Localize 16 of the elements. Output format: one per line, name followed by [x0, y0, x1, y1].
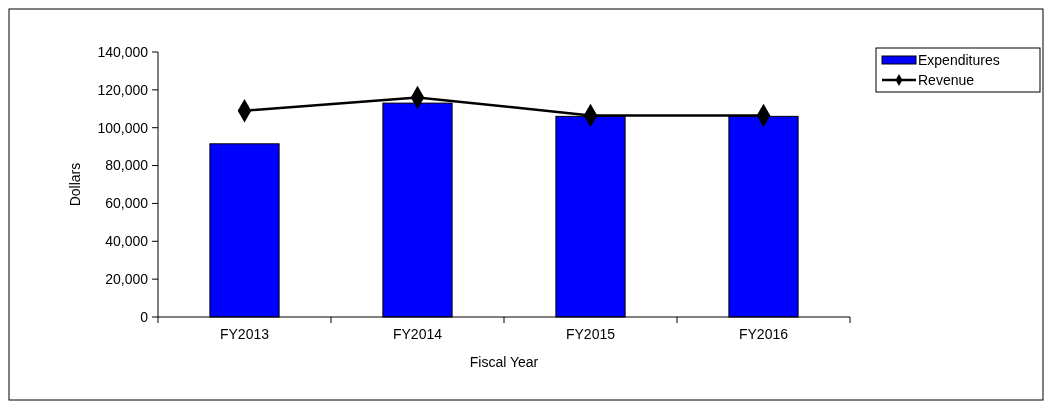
- y-tick-label: 140,000: [97, 43, 149, 60]
- y-tick-label: 120,000: [97, 81, 149, 98]
- x-tick-label: FY2015: [565, 326, 616, 342]
- y-tick-label: 0: [140, 308, 149, 325]
- x-tick-label: FY2014: [392, 326, 443, 342]
- y-tick-label: 100,000: [97, 119, 149, 136]
- y-axis-title: Dollars: [67, 162, 83, 207]
- legend-label: Revenue: [918, 71, 975, 88]
- y-tick-label: 80,000: [105, 157, 149, 174]
- y-tick-label: 20,000: [105, 271, 149, 288]
- x-tick-label: FY2016: [738, 326, 789, 342]
- y-tick-label: 60,000: [105, 195, 149, 212]
- x-axis-title: Fiscal Year: [469, 354, 539, 370]
- y-tick-label: 40,000: [105, 233, 149, 250]
- legend-label: Expenditures: [918, 51, 1000, 68]
- x-tick-label: FY2013: [219, 326, 270, 342]
